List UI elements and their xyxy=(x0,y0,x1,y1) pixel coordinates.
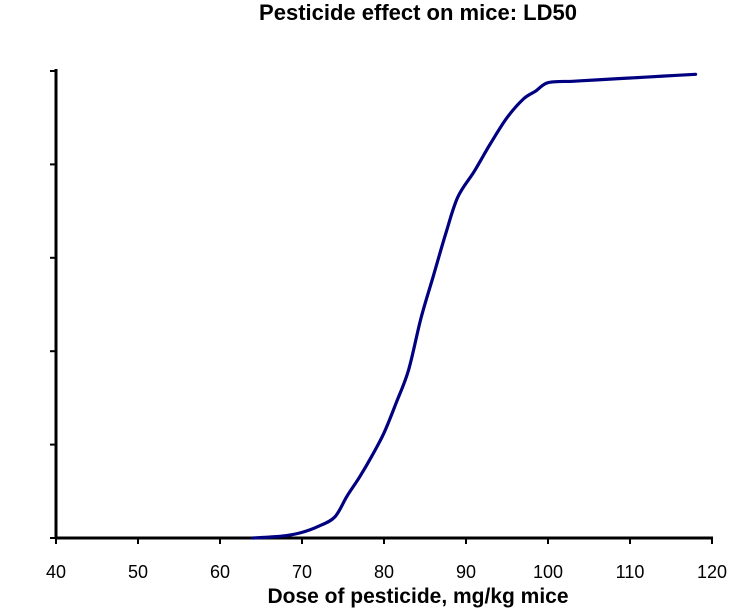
data-point xyxy=(284,534,287,537)
data-point xyxy=(370,455,373,458)
data-point xyxy=(534,89,537,93)
data-point xyxy=(333,515,336,519)
data-point xyxy=(571,80,574,83)
data-point xyxy=(345,494,349,498)
x-tick-label: 50 xyxy=(128,562,148,582)
data-point xyxy=(407,368,410,372)
data-point xyxy=(251,536,254,540)
data-point xyxy=(473,170,476,173)
x-axis-label: Dose of pesticide, mg/kg mice xyxy=(267,585,568,608)
data-point xyxy=(522,97,525,101)
data-point xyxy=(432,275,435,278)
x-tick-label: 90 xyxy=(456,562,476,582)
plot-area: 40 50 60 70 80 90 100 110 120 xyxy=(46,69,727,582)
data-point xyxy=(456,195,459,199)
data-point xyxy=(395,401,398,404)
x-tick-label: 120 xyxy=(697,562,727,582)
data-point xyxy=(382,431,386,435)
chart-title: Pesticide effect on mice: LD50 xyxy=(259,0,577,25)
data-point xyxy=(300,531,304,534)
x-tick-label: 70 xyxy=(292,562,312,582)
data-point xyxy=(419,317,423,320)
data-point xyxy=(444,233,447,236)
data-point xyxy=(505,116,509,119)
series-line xyxy=(251,72,698,540)
data-point xyxy=(596,78,599,82)
x-tick-label: 100 xyxy=(533,562,563,582)
x-tick-label: 60 xyxy=(210,562,230,582)
data-point xyxy=(694,73,697,76)
x-tick-label: 110 xyxy=(616,562,645,582)
x-tick-label: 40 xyxy=(46,562,66,582)
data-point xyxy=(489,142,492,145)
data-point xyxy=(358,476,361,479)
data-point xyxy=(317,525,320,528)
data-point xyxy=(628,76,632,80)
data-point xyxy=(546,81,550,84)
data-point xyxy=(661,74,664,78)
x-tick-label: 80 xyxy=(374,562,394,582)
data-point xyxy=(268,535,271,539)
